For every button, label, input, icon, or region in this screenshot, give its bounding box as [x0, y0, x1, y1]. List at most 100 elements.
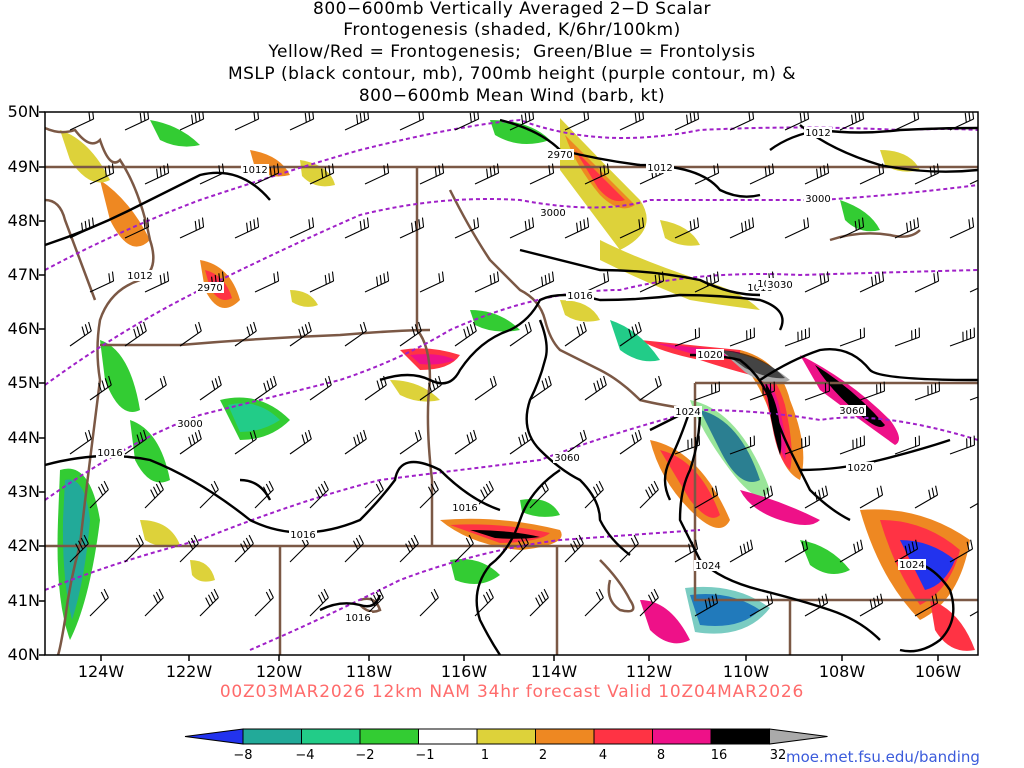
- lat-label-45n: 45N: [7, 373, 40, 392]
- wind-barb: [419, 588, 439, 617]
- wind-barb: [839, 112, 865, 131]
- wind-barb: [584, 588, 604, 617]
- wind-barb: [949, 539, 974, 563]
- contour-label: 1020: [697, 350, 722, 361]
- wind-barb: [784, 435, 810, 455]
- colorbar-swatch: [359, 728, 419, 745]
- wind-barb: [839, 327, 865, 347]
- contour-label: 1016: [97, 448, 122, 459]
- wind-barb: [639, 375, 662, 401]
- wind-barb: [419, 163, 445, 185]
- wind-barb: [749, 381, 775, 401]
- wind-barb: [674, 112, 700, 131]
- wind-barb: [474, 163, 500, 185]
- wind-barb: [729, 112, 755, 131]
- wind-barb: [529, 480, 549, 509]
- wind-barb: [89, 375, 112, 401]
- contour-label-background: [674, 406, 702, 417]
- lat-label-44n: 44N: [7, 428, 40, 447]
- lat-label-41n: 41N: [7, 591, 40, 610]
- wind-barb: [749, 163, 775, 185]
- wind-barb: [969, 172, 978, 185]
- source-credit-link[interactable]: moe.met.fsu.edu/banding: [786, 748, 980, 766]
- wind-barb: [234, 217, 260, 239]
- wind-barb: [694, 485, 719, 509]
- wind-barb: [199, 375, 222, 401]
- wind-barb: [144, 588, 164, 617]
- wind-barb: [804, 271, 830, 293]
- colorbar-label: 32: [769, 748, 787, 763]
- wind-barb: [309, 163, 335, 185]
- title-line-1: 800−600mb Vertically Averaged 2−D Scalar: [313, 0, 711, 19]
- wind-barb: [89, 588, 109, 617]
- wind-barb: [894, 327, 920, 347]
- wind-barb: [619, 217, 645, 239]
- contour-label: 3030: [767, 280, 792, 291]
- wind-barb: [254, 271, 280, 293]
- contour-label-background: [546, 149, 574, 160]
- wind-barb: [454, 429, 477, 455]
- colorbar-label: −4: [295, 748, 315, 763]
- colorbar-label: 8: [656, 748, 666, 763]
- title-line-4: MSLP (black contour, mb), 700mb height (…: [227, 64, 797, 84]
- wind-barb: [254, 163, 280, 185]
- contour-label-background: [196, 282, 224, 293]
- wind-barb: [694, 271, 720, 293]
- wind-barb: [894, 435, 920, 455]
- wind-barb: [509, 534, 529, 563]
- wind-barb: [784, 327, 810, 347]
- wind-barb: [619, 321, 642, 347]
- colorbar: [184, 728, 828, 745]
- mslp-contours: [45, 118, 978, 655]
- wind-barb: [564, 217, 590, 239]
- wind-barb: [289, 112, 315, 131]
- wind-barb: [69, 217, 95, 239]
- wind-barb: [674, 217, 700, 239]
- wind-barb: [804, 381, 830, 401]
- wind-barb: [694, 381, 720, 401]
- colorbar-label: 4: [598, 748, 608, 763]
- wind-barb: [729, 327, 755, 347]
- wind-barb: [509, 321, 532, 347]
- wind-barb: [124, 429, 147, 455]
- contour-label: 1024: [675, 407, 700, 418]
- wind-barb: [344, 217, 370, 239]
- colorbar-label: 2: [538, 748, 548, 763]
- wind-barb: [639, 271, 665, 293]
- wind-barb: [584, 163, 610, 185]
- colorbar-label: −8: [233, 748, 253, 763]
- lat-label-50n: 50N: [7, 102, 40, 121]
- wind-barb: [914, 593, 939, 617]
- wind-barb: [859, 271, 885, 293]
- wind-barb: [69, 429, 92, 455]
- wind-barb: [124, 321, 147, 347]
- wind-barb: [254, 480, 274, 509]
- wind-barb: [784, 539, 809, 563]
- wind-barb: [124, 534, 144, 563]
- contour-label-background: [696, 349, 724, 360]
- wind-barbs: [69, 112, 978, 617]
- lat-label-46n: 46N: [7, 319, 40, 338]
- contour-label: 1012: [805, 128, 830, 139]
- wind-barb: [454, 534, 474, 563]
- wind-barb: [674, 539, 699, 563]
- lat-label-49n: 49N: [7, 157, 40, 176]
- wind-barb: [454, 321, 477, 347]
- lon-label-116w: 116W: [440, 662, 488, 681]
- wind-barb: [199, 588, 219, 617]
- lat-label-40n: 40N: [7, 645, 40, 664]
- wind-barb: [144, 163, 170, 185]
- wind-barb: [179, 217, 205, 239]
- wind-barb: [179, 534, 199, 563]
- wind-barb: [144, 480, 164, 509]
- lon-label-108w: 108W: [818, 662, 866, 681]
- wind-barb: [584, 271, 610, 293]
- wind-barb: [364, 163, 390, 185]
- wind-barb: [234, 321, 257, 347]
- wind-barb: [914, 485, 939, 509]
- wind-barb: [399, 429, 422, 455]
- wind-barb: [89, 271, 115, 293]
- wind-barb: [124, 112, 150, 131]
- wind-barb: [969, 602, 978, 617]
